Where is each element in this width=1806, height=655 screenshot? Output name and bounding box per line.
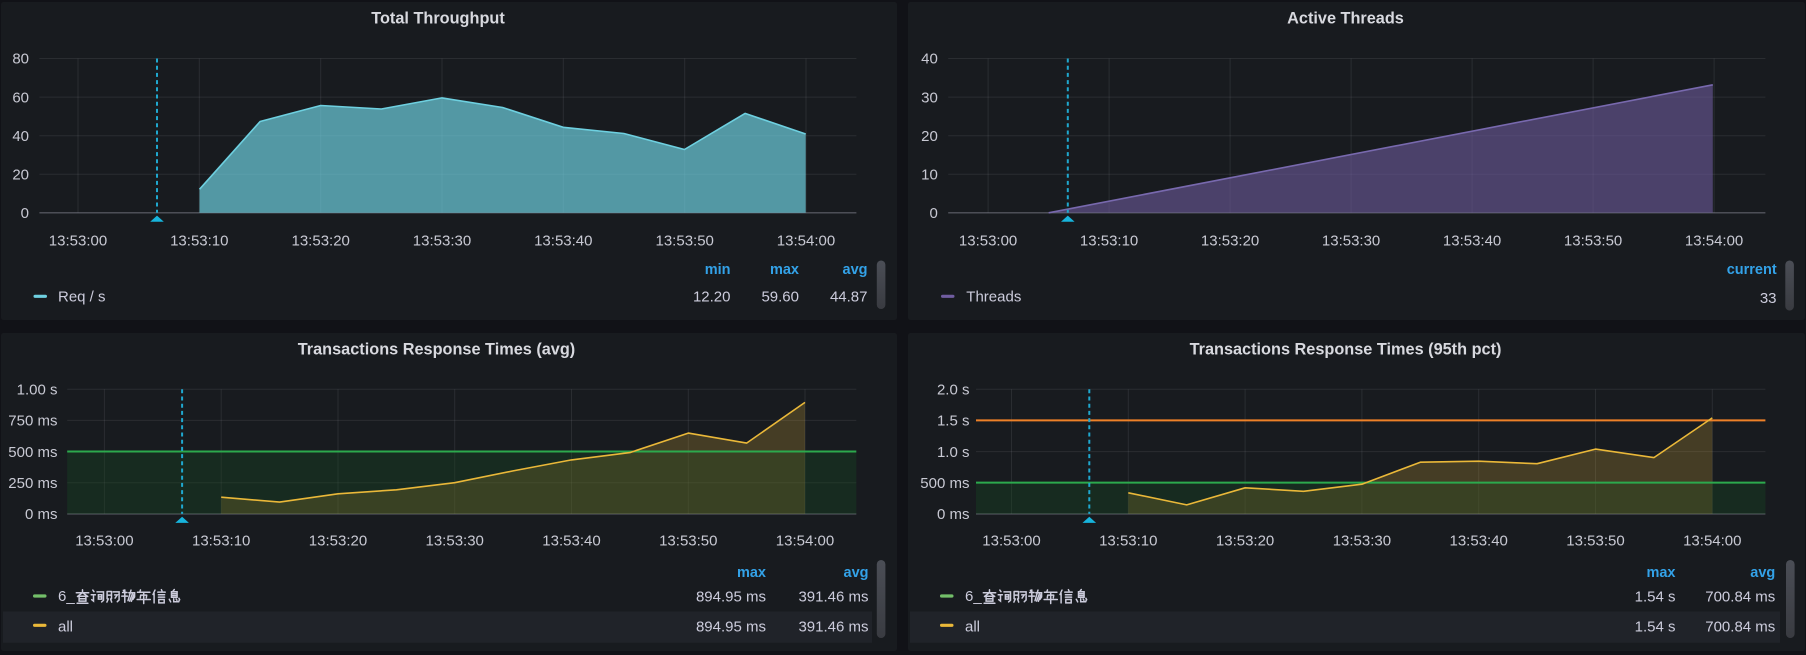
svg-text:13:53:10: 13:53:10	[1099, 532, 1157, 549]
svg-text:13:53:20: 13:53:20	[1216, 532, 1274, 549]
svg-text:13:53:10: 13:53:10	[1080, 232, 1138, 249]
svg-text:13:53:10: 13:53:10	[192, 532, 250, 549]
svg-text:avg: avg	[844, 565, 869, 581]
svg-text:13:53:20: 13:53:20	[1201, 232, 1259, 249]
svg-text:13:53:50: 13:53:50	[1564, 232, 1622, 249]
svg-text:Req / s: Req / s	[58, 288, 106, 305]
svg-text:0: 0	[929, 205, 937, 222]
svg-text:max: max	[770, 262, 799, 278]
svg-text:13:53:20: 13:53:20	[309, 532, 367, 549]
svg-text:13:54:00: 13:54:00	[1685, 232, 1743, 249]
svg-text:1.5 s: 1.5 s	[937, 412, 970, 429]
svg-text:6_: 6_	[58, 588, 75, 605]
svg-text:20: 20	[921, 127, 938, 144]
svg-text:1.54 s: 1.54 s	[1635, 618, 1676, 635]
svg-text:894.95 ms: 894.95 ms	[696, 618, 766, 635]
svg-text:2.0 s: 2.0 s	[937, 381, 970, 398]
svg-text:13:53:20: 13:53:20	[292, 232, 350, 249]
svg-text:Total Throughput: Total Throughput	[371, 9, 505, 27]
svg-text:500 ms: 500 ms	[8, 443, 57, 460]
svg-text:250 ms: 250 ms	[8, 474, 57, 491]
svg-text:Transactions Response Times (a: Transactions Response Times (avg)	[298, 340, 575, 358]
svg-text:13:53:00: 13:53:00	[49, 232, 107, 249]
svg-text:391.46 ms: 391.46 ms	[798, 588, 868, 605]
svg-text:13:53:30: 13:53:30	[426, 532, 484, 549]
svg-text:0 ms: 0 ms	[25, 506, 58, 523]
svg-text:13:53:40: 13:53:40	[542, 532, 600, 549]
svg-text:30: 30	[921, 89, 938, 106]
svg-text:13:53:30: 13:53:30	[413, 232, 471, 249]
svg-text:40: 40	[12, 127, 29, 144]
svg-text:13:53:50: 13:53:50	[659, 532, 717, 549]
svg-text:all: all	[965, 618, 980, 635]
svg-text:13:53:30: 13:53:30	[1333, 532, 1391, 549]
svg-text:40: 40	[921, 50, 938, 67]
svg-text:13:53:30: 13:53:30	[1322, 232, 1380, 249]
svg-text:13:54:00: 13:54:00	[777, 232, 835, 249]
svg-text:894.95 ms: 894.95 ms	[696, 588, 766, 605]
svg-text:13:53:40: 13:53:40	[1443, 232, 1501, 249]
svg-text:10: 10	[921, 166, 938, 183]
svg-text:59.60: 59.60	[761, 288, 799, 305]
svg-text:avg: avg	[843, 262, 868, 278]
svg-text:33: 33	[1760, 290, 1777, 307]
svg-text:44.87: 44.87	[830, 288, 868, 305]
svg-text:0: 0	[21, 205, 29, 222]
svg-text:6_: 6_	[965, 588, 982, 605]
svg-text:13:53:10: 13:53:10	[170, 232, 228, 249]
svg-text:all: all	[58, 618, 73, 635]
svg-text:Transactions Response Times (9: Transactions Response Times (95th pct)	[1190, 340, 1502, 358]
svg-text:500 ms: 500 ms	[920, 474, 969, 491]
svg-text:13:53:50: 13:53:50	[656, 232, 714, 249]
svg-text:1.00 s: 1.00 s	[17, 381, 58, 398]
svg-text:13:53:00: 13:53:00	[75, 532, 133, 549]
svg-text:80: 80	[12, 50, 29, 67]
svg-text:750 ms: 750 ms	[8, 412, 57, 429]
svg-text:13:54:00: 13:54:00	[1683, 532, 1741, 549]
svg-text:13:53:00: 13:53:00	[982, 532, 1040, 549]
svg-text:13:53:40: 13:53:40	[534, 232, 592, 249]
svg-text:13:53:50: 13:53:50	[1566, 532, 1624, 549]
svg-text:Active Threads: Active Threads	[1287, 9, 1404, 27]
svg-text:13:54:00: 13:54:00	[776, 532, 834, 549]
svg-text:max: max	[737, 565, 766, 581]
svg-text:20: 20	[12, 166, 29, 183]
svg-text:60: 60	[12, 89, 29, 106]
svg-text:700.84 ms: 700.84 ms	[1705, 588, 1775, 605]
svg-text:max: max	[1646, 565, 1675, 581]
svg-text:min: min	[705, 262, 731, 278]
svg-text:1.0 s: 1.0 s	[937, 443, 970, 460]
svg-text:1.54 s: 1.54 s	[1635, 588, 1676, 605]
svg-text:13:53:40: 13:53:40	[1450, 532, 1508, 549]
svg-text:current: current	[1727, 262, 1777, 278]
svg-text:700.84 ms: 700.84 ms	[1705, 618, 1775, 635]
svg-text:avg: avg	[1750, 565, 1775, 581]
svg-text:0 ms: 0 ms	[937, 506, 970, 523]
svg-text:391.46 ms: 391.46 ms	[798, 618, 868, 635]
svg-text:12.20: 12.20	[693, 288, 731, 305]
svg-text:Threads: Threads	[966, 288, 1021, 305]
svg-text:13:53:00: 13:53:00	[959, 232, 1017, 249]
